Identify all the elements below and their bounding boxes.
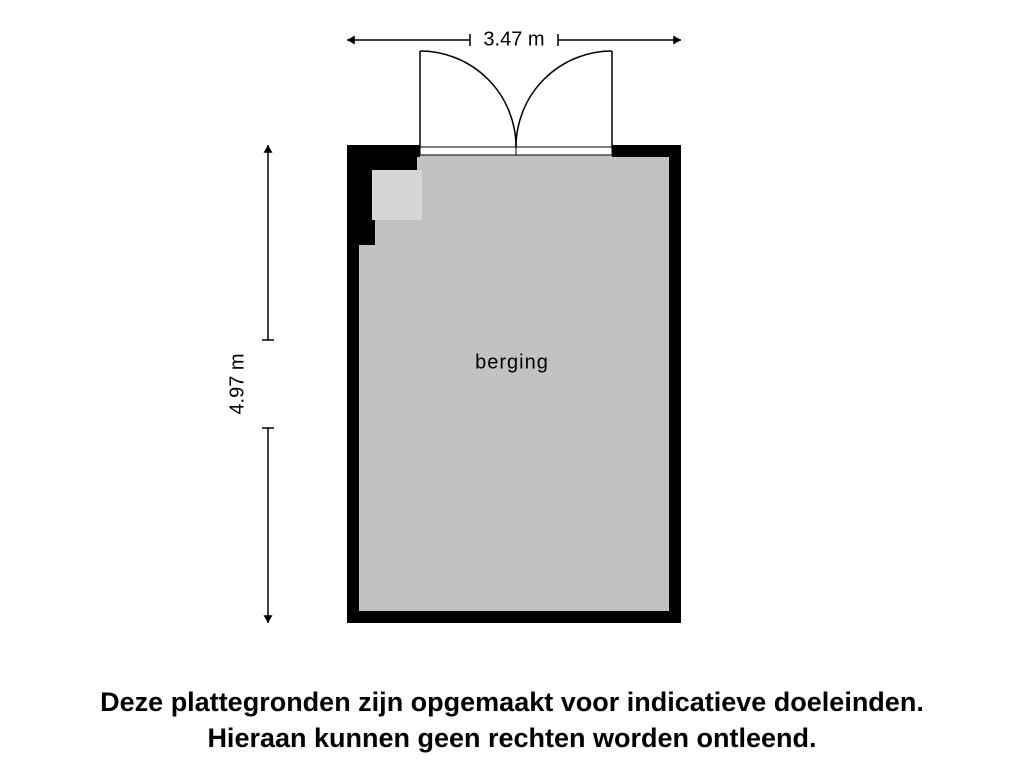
- floorplan-stage: berging 3.47 m 4.97 m Deze plattegronden…: [0, 0, 1024, 768]
- room-label: berging: [475, 352, 549, 375]
- dimension-width-label: 3.47 m: [483, 29, 544, 52]
- dimension-height-label: 4.97 m: [227, 353, 250, 414]
- disclaimer-line-1: Deze plattegronden zijn opgemaakt voor i…: [100, 687, 924, 717]
- corner-box: [372, 170, 422, 220]
- room-fill: [357, 155, 671, 613]
- wall-top-right: [612, 145, 681, 157]
- disclaimer-caption: Deze plattegronden zijn opgemaakt voor i…: [0, 684, 1024, 757]
- wall-top-left: [347, 145, 420, 157]
- disclaimer-line-2: Hieraan kunnen geen rechten worden ontle…: [207, 723, 816, 753]
- wall-left: [347, 145, 359, 623]
- wall-right: [669, 145, 681, 623]
- wall-bottom: [347, 611, 681, 623]
